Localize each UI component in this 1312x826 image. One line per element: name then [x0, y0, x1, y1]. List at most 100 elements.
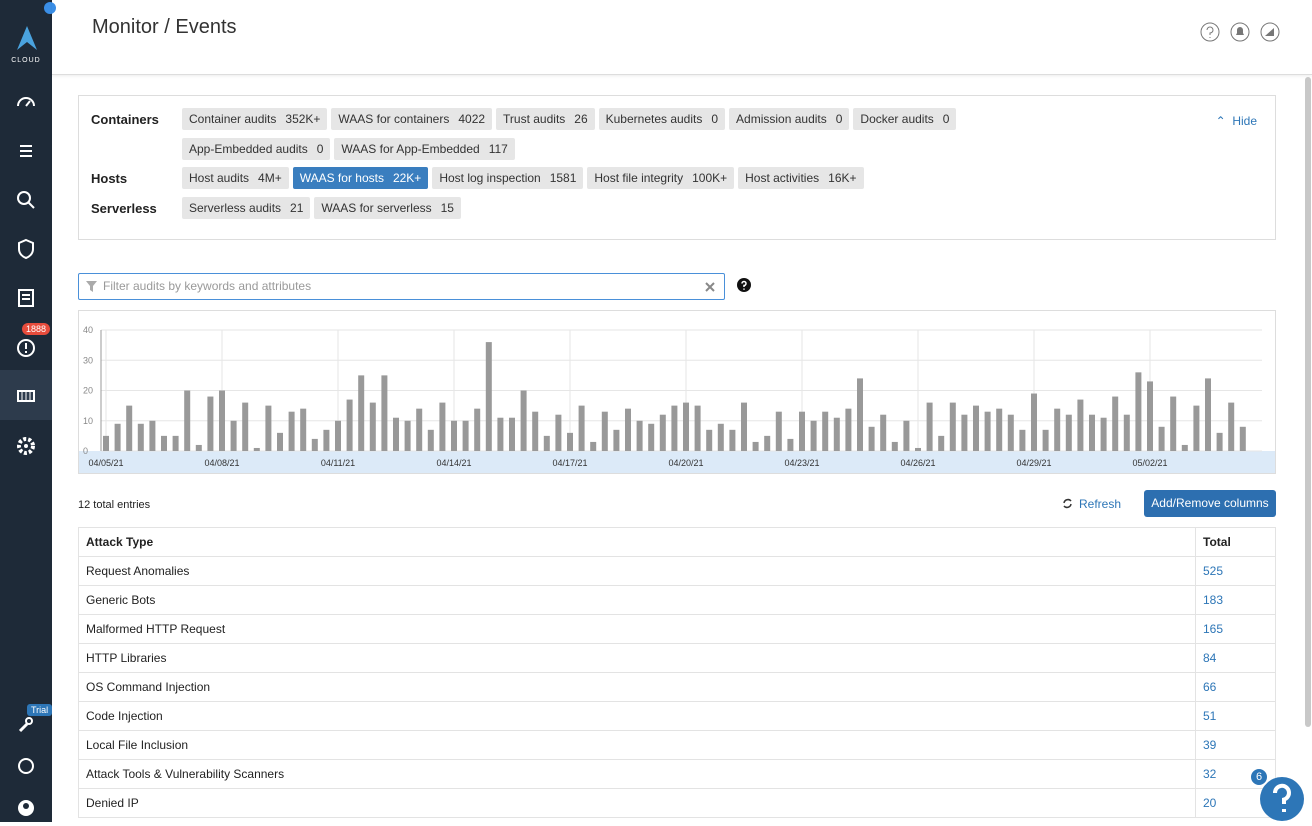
bar[interactable] [683, 402, 689, 451]
bar[interactable] [1193, 405, 1200, 451]
filter-chip[interactable]: Host activities 16K+ [738, 167, 864, 189]
chip-count[interactable]: 4022 [458, 112, 486, 126]
help-icon[interactable] [737, 278, 751, 292]
bar[interactable] [497, 417, 504, 451]
bar[interactable] [335, 420, 341, 451]
bar[interactable] [462, 420, 469, 451]
chip-name[interactable]: Host log inspection [439, 171, 541, 185]
bar[interactable] [1089, 414, 1095, 451]
bar[interactable] [961, 414, 968, 451]
bar[interactable] [1181, 444, 1188, 451]
total-cell[interactable]: 66 [1195, 672, 1276, 702]
filter-chip[interactable]: Host audits 4M+ [182, 167, 289, 189]
chip-count[interactable]: 26 [574, 112, 588, 126]
filter-chip[interactable]: Serverless audits 21 [182, 197, 311, 219]
total-cell[interactable]: 39 [1195, 730, 1276, 760]
chip-count[interactable]: 16K+ [828, 171, 857, 185]
chip-count[interactable]: 100K+ [692, 171, 728, 185]
bar[interactable] [578, 405, 585, 451]
chip-count[interactable]: 352K+ [285, 112, 321, 126]
bar[interactable] [880, 414, 887, 451]
bar[interactable] [1065, 414, 1072, 451]
filter-chip[interactable]: App-Embedded audits 0 [182, 138, 331, 160]
bar[interactable] [358, 375, 365, 451]
list-icon[interactable] [14, 139, 38, 163]
bar[interactable] [427, 429, 434, 451]
bar[interactable] [1077, 399, 1084, 451]
bar[interactable] [323, 429, 330, 451]
chip-name[interactable]: WAAS for serverless [321, 201, 432, 215]
chip-count[interactable]: 0 [711, 112, 719, 126]
filter-chip[interactable]: Docker audits 0 [853, 108, 957, 130]
bar[interactable] [1112, 396, 1119, 451]
bar[interactable] [671, 405, 678, 451]
bar[interactable] [532, 411, 539, 451]
bar[interactable] [810, 420, 817, 451]
support-icon[interactable] [14, 754, 38, 778]
bar[interactable] [903, 420, 910, 451]
bar[interactable] [787, 438, 794, 451]
chip-name[interactable]: WAAS for containers [338, 112, 450, 126]
bar[interactable] [1216, 432, 1223, 451]
chip-name[interactable]: Serverless audits [189, 201, 282, 215]
bar[interactable] [404, 420, 411, 451]
chip-name[interactable]: Host file integrity [594, 171, 684, 185]
filter-chip[interactable]: Host file integrity 100K+ [587, 167, 735, 189]
filter-chip[interactable]: Container audits 352K+ [182, 108, 328, 130]
bar[interactable] [543, 435, 550, 451]
bar[interactable] [346, 399, 353, 451]
bar[interactable] [416, 408, 423, 451]
key-icon[interactable] [14, 712, 38, 736]
bar[interactable] [439, 402, 446, 451]
chip-count[interactable]: 22K+ [392, 171, 422, 185]
bar[interactable] [485, 342, 492, 451]
bar[interactable] [265, 405, 272, 451]
alerts-icon[interactable] [14, 336, 38, 360]
bar[interactable] [1007, 414, 1014, 451]
chip-count[interactable]: 21 [290, 201, 304, 215]
bar[interactable] [1239, 426, 1246, 451]
bar[interactable] [1031, 393, 1037, 451]
bar[interactable] [926, 402, 933, 451]
bar[interactable] [706, 429, 713, 451]
filter-chip[interactable]: Kubernetes audits 0 [598, 108, 726, 130]
chip-name[interactable]: WAAS for hosts [299, 171, 384, 185]
clear-icon[interactable] [705, 282, 715, 292]
chip-count[interactable]: 0 [316, 142, 324, 156]
bar[interactable] [949, 402, 956, 451]
bar[interactable] [230, 420, 237, 451]
bar[interactable] [775, 411, 782, 451]
bar[interactable] [103, 435, 109, 451]
bar[interactable] [567, 432, 573, 451]
bar[interactable] [1100, 417, 1107, 451]
bar[interactable] [659, 414, 666, 451]
hide-link[interactable]: ⌃ Hide [1215, 114, 1257, 128]
bar[interactable] [648, 423, 655, 451]
bar[interactable] [1123, 414, 1130, 451]
bar[interactable] [1205, 378, 1211, 451]
hide-text[interactable]: Hide [1232, 114, 1257, 128]
total-cell[interactable]: 165 [1195, 614, 1276, 644]
dashboard-icon[interactable] [14, 90, 38, 114]
chip-count[interactable]: 15 [440, 201, 454, 215]
bar[interactable] [114, 423, 121, 451]
user-icon[interactable] [14, 796, 38, 820]
shield-icon[interactable] [14, 237, 38, 261]
bar[interactable] [741, 402, 747, 451]
total-cell[interactable]: 525 [1195, 556, 1276, 586]
total-cell[interactable]: 84 [1195, 643, 1276, 673]
bar[interactable] [369, 402, 376, 451]
bar[interactable] [288, 411, 295, 451]
bar[interactable] [833, 417, 840, 451]
bar[interactable] [973, 405, 979, 451]
bar[interactable] [1147, 381, 1153, 451]
bar[interactable] [277, 432, 283, 451]
bar[interactable] [822, 411, 829, 451]
filter-chip[interactable]: Trust audits 26 [496, 108, 595, 130]
filter-chip[interactable]: WAAS for serverless 15 [314, 197, 461, 219]
chip-name[interactable]: Host activities [745, 171, 820, 185]
total-cell[interactable]: 51 [1195, 701, 1276, 731]
bar[interactable] [1158, 426, 1165, 451]
search-input[interactable]: Filter audits by keywords and attributes [78, 273, 725, 300]
bar[interactable] [590, 441, 597, 451]
